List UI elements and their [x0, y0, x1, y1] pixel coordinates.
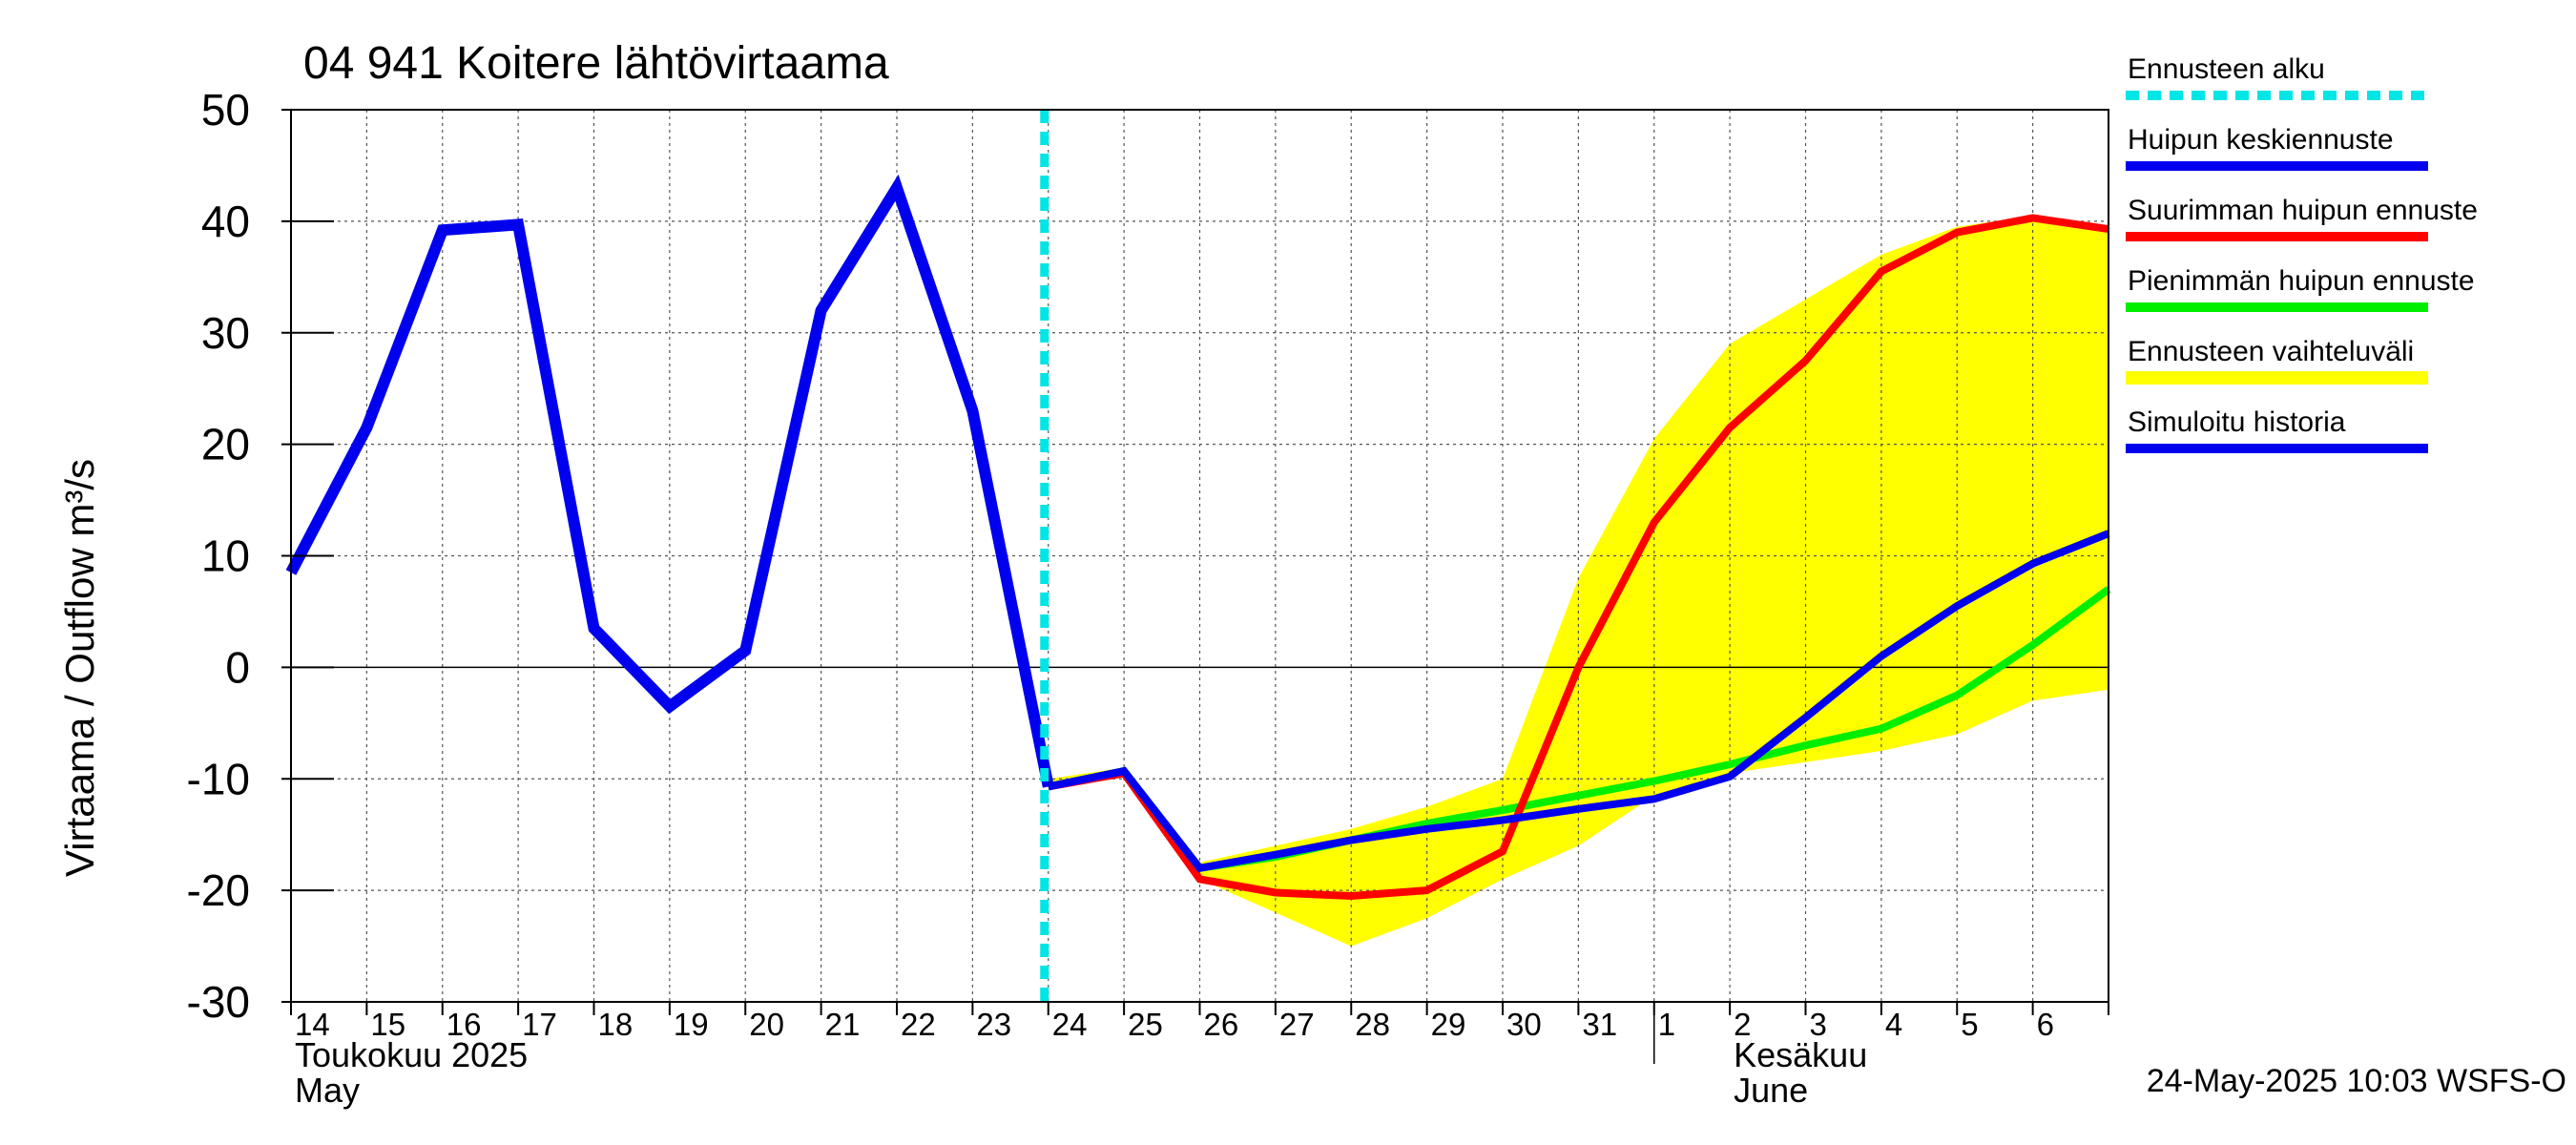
legend-label: Pienimmän huipun ennuste — [2128, 265, 2475, 297]
footer-timestamp: 24-May-2025 10:03 WSFS-O — [2147, 1063, 2566, 1099]
x-tick-label: 19 — [674, 1007, 709, 1042]
x-tick-label: 17 — [522, 1007, 557, 1042]
x-tick-label: 6 — [2037, 1007, 2054, 1042]
x-tick-label: 5 — [1961, 1007, 1978, 1042]
x-tick-label: 18 — [598, 1007, 634, 1042]
x-tick-label: 30 — [1506, 1007, 1542, 1042]
x-tick-label: 28 — [1355, 1007, 1390, 1042]
y-axis-label: Virtaama / Outflow m³/s — [57, 459, 102, 877]
x-tick-label: 4 — [1885, 1007, 1902, 1042]
x-tick-label: 20 — [749, 1007, 784, 1042]
y-tick-label: -20 — [187, 865, 250, 915]
forecast-range-band — [1048, 216, 2109, 947]
x-tick-label: 21 — [825, 1007, 861, 1042]
series-layer — [285, 110, 2111, 1002]
x-tick-label: 25 — [1128, 1007, 1163, 1042]
x-tick-label: 22 — [901, 1007, 936, 1042]
x-tick-label: 2 — [1734, 1007, 1751, 1042]
x-tick-label: 16 — [447, 1007, 482, 1042]
series-line-0 — [285, 174, 1054, 788]
series-line-2 — [1048, 214, 2109, 901]
x-tick-label: 23 — [976, 1007, 1011, 1042]
legend-label: Simuloitu historia — [2128, 406, 2346, 438]
x-tick-label: 14 — [295, 1007, 330, 1042]
y-tick-label: 20 — [201, 420, 250, 469]
x-tick-label: 29 — [1431, 1007, 1466, 1042]
x-tick-label: 1 — [1658, 1007, 1675, 1042]
month-label-fi: Toukokuu 2025 — [295, 1035, 528, 1074]
legend-label: Ennusteen alku — [2128, 53, 2325, 85]
x-tick-label: 31 — [1582, 1007, 1617, 1042]
x-tick-label: 3 — [1810, 1007, 1827, 1042]
series-line-3 — [1047, 530, 2110, 873]
x-tick-label: 27 — [1279, 1007, 1315, 1042]
month-label-en: May — [295, 1071, 360, 1110]
y-tick-label: 40 — [201, 197, 250, 246]
y-tick-label: -30 — [187, 977, 250, 1027]
x-tick-label: 15 — [370, 1007, 405, 1042]
y-tick-label: 30 — [201, 308, 250, 358]
x-tick-label: 26 — [1204, 1007, 1239, 1042]
forecast-range-band-layer — [1048, 216, 2109, 947]
legend-label: Suurimman huipun ennuste — [2128, 195, 2478, 226]
chart-title: 04 941 Koitere lähtövirtaama — [303, 38, 889, 89]
legend-layer: Ennusteen alku Huipun keskiennuste Suurimm… — [2126, 53, 2478, 453]
legend-label: Ennusteen vaihteluväli — [2128, 336, 2414, 367]
x-tick-label: 24 — [1052, 1007, 1088, 1042]
month-label-en: June — [1734, 1071, 1808, 1110]
y-tick-label: 50 — [201, 85, 250, 135]
y-tick-label: -10 — [187, 754, 250, 803]
y-tick-label: 10 — [201, 531, 250, 581]
y-tick-label: 0 — [225, 642, 250, 692]
month-label-fi: Kesäkuu — [1734, 1035, 1867, 1074]
legend-label: Huipun keskiennuste — [2128, 124, 2394, 156]
